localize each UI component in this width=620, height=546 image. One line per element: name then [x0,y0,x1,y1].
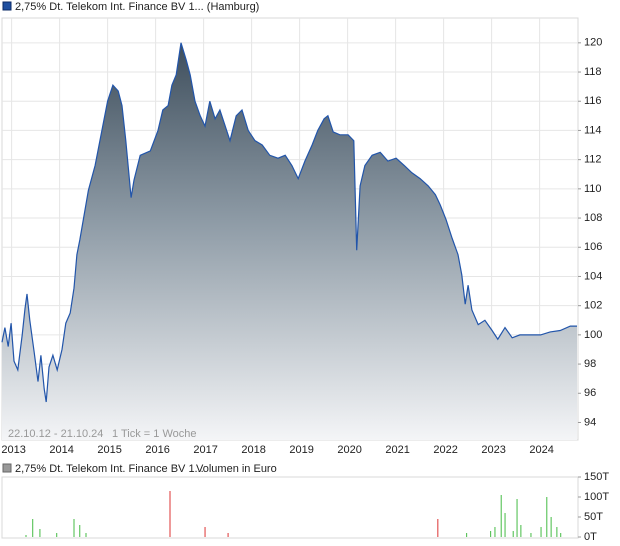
legend-swatch [2,1,12,11]
legend-label: 2,75% Dt. Telekom Int. Finance BV 1... [15,463,204,475]
y-tick-label: 110 [584,183,602,195]
x-tick-label: 2019 [289,444,313,456]
x-tick-label: 2022 [433,444,457,456]
y-tick-label: 106 [584,241,602,253]
y-tick-label: 102 [584,300,602,312]
y-tick-label: 150T [584,471,609,483]
y-tick-label: 116 [584,95,602,107]
annotation: 22.10.12 - 21.10.24 [8,428,103,440]
x-tick-label: 2016 [145,444,169,456]
y-tick-label: 100T [584,491,609,503]
area [2,42,577,441]
price-line [1,42,577,403]
y-tick-label: 50T [584,511,603,523]
y-tick-label: 114 [584,124,602,136]
x-tick-label: 2015 [97,444,121,456]
y-tick-label: 96 [584,387,596,399]
y-tick-label: 120 [584,37,602,49]
y-tick-label: 98 [584,358,596,370]
x-tick-label: 2023 [481,444,505,456]
x-tick-label: 2020 [337,444,361,456]
x-tick-label: 2021 [385,444,409,456]
y-tick-label: 112 [584,154,602,166]
legend-swatch [2,463,12,473]
y-tick-label: 94 [584,416,596,428]
y-tick-label: 100 [584,329,602,341]
volume-frame [1,476,579,539]
annotation: 1 Tick = 1 Woche [112,428,196,440]
x-tick-label: 2018 [241,444,265,456]
x-tick-label: 2014 [49,444,73,456]
x-tick-label: 2017 [193,444,217,456]
y-tick-label: 0T [584,531,597,543]
legend-label: 2,75% Dt. Telekom Int. Finance BV 1... (… [15,1,259,13]
y-tick-label: 104 [584,270,602,282]
y-tick-label: 108 [584,212,602,224]
x-tick-label: 2013 [1,444,25,456]
x-tick-label: 2024 [529,444,553,456]
y-tick-label: 118 [584,66,602,78]
axis-label: Volumen in Euro [196,463,277,475]
